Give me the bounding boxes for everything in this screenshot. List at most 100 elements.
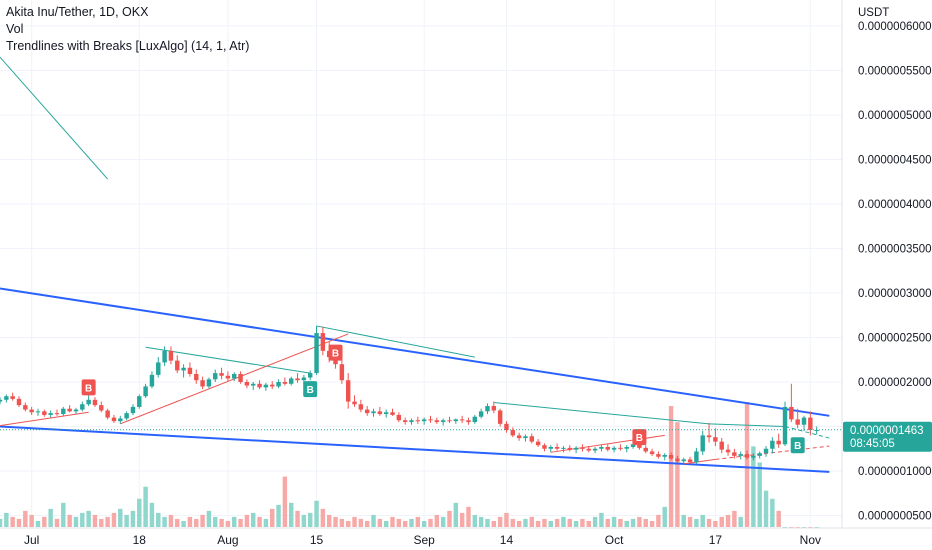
candle-body[interactable] [491,406,497,411]
candle-body[interactable] [61,408,66,415]
candle-body[interactable] [706,435,712,438]
candle-body[interactable] [73,409,79,412]
candle-body[interactable] [251,383,256,386]
candle-body[interactable] [554,446,560,449]
candle-body[interactable] [168,350,174,361]
candle-body[interactable] [510,430,516,436]
candle-body[interactable] [687,459,693,463]
candle-body[interactable] [763,448,769,454]
candle-body[interactable] [428,419,433,421]
last-price-tag[interactable]: 0.0000001463 08:45:05 [843,421,932,452]
candle-body[interactable] [624,446,629,449]
candle-body[interactable] [409,420,414,423]
candle-body[interactable] [67,408,72,412]
candle-body[interactable] [694,451,699,463]
candle-body[interactable] [10,396,15,399]
candle-body[interactable] [434,420,440,423]
candle-body[interactable] [573,447,579,450]
candle-body[interactable] [599,446,604,449]
candle-body[interactable] [611,447,617,450]
break-label-down[interactable]: B [328,344,343,361]
candle-body[interactable] [795,419,800,425]
candle-body[interactable] [358,404,364,410]
trend-segment[interactable] [316,325,475,358]
candle-body[interactable] [124,413,129,419]
candle-body[interactable] [105,410,110,418]
candle-body[interactable] [219,373,224,376]
candle-body[interactable] [466,420,471,423]
candle-body[interactable] [314,333,319,374]
candle-body[interactable] [383,412,389,415]
candle-body[interactable] [402,420,408,423]
candle-body[interactable] [86,399,91,405]
candle-body[interactable] [29,409,34,413]
candle-body[interactable] [162,350,167,363]
candle-body[interactable] [137,396,142,407]
candle-body[interactable] [320,333,326,351]
candle-body[interactable] [447,420,452,422]
candle-body[interactable] [42,411,47,415]
candle-body[interactable] [238,373,243,382]
candle-body[interactable] [377,411,383,415]
candle-body[interactable] [485,406,490,412]
candle-body[interactable] [200,380,205,387]
candle-body[interactable] [54,413,60,415]
trend-segment[interactable] [683,458,716,465]
candle-body[interactable] [181,367,186,371]
candle-body[interactable] [478,411,484,417]
trend-segment[interactable] [0,56,108,180]
candle-body[interactable] [396,414,402,421]
candle-body[interactable] [194,373,199,381]
candle-body[interactable] [99,405,104,411]
candle-body[interactable] [453,419,459,422]
candle-body[interactable] [35,411,41,413]
candle-body[interactable] [289,378,294,384]
candle-body[interactable] [459,419,465,421]
candle-body[interactable] [270,384,275,387]
candle-body[interactable] [187,367,193,374]
candle-body[interactable] [295,378,300,381]
candle-body[interactable] [497,410,503,424]
trend-segment[interactable] [709,423,786,427]
trend-projection[interactable] [784,426,830,439]
symbol-title[interactable]: Akita Inu/Tether, 1D, OKX [6,5,149,19]
candle-body[interactable] [529,436,535,442]
candle-body[interactable] [744,454,750,458]
candle-body[interactable] [681,459,686,462]
indicator-legend[interactable]: Trendlines with Breaks [LuxAlgo] (14, 1,… [6,39,250,53]
candle-body[interactable] [175,360,180,371]
candle-body[interactable] [592,448,598,451]
candle-body[interactable] [257,383,262,388]
trend-segment[interactable] [493,401,710,425]
candle-body[interactable] [118,418,123,422]
candle-body[interactable] [232,373,237,379]
break-label-up[interactable]: B [303,381,318,398]
candle-body[interactable] [371,411,376,414]
candle-body[interactable] [339,364,345,381]
candle-body[interactable] [801,417,807,425]
candle-body[interactable] [719,441,724,450]
break-label-down[interactable]: B [81,379,96,396]
candle-body[interactable] [307,373,313,378]
candle-body[interactable] [0,399,3,402]
candle-body[interactable] [301,377,307,381]
candle-body[interactable] [345,380,351,402]
candle-body[interactable] [352,401,357,405]
candle-body[interactable] [542,445,547,449]
candle-body[interactable] [421,419,427,422]
candle-body[interactable] [276,382,281,387]
candle-body[interactable] [586,448,591,451]
candle-body[interactable] [282,382,288,384]
candle-body[interactable] [700,435,705,452]
candle-body[interactable] [4,396,9,400]
channel-upper-line[interactable] [0,287,830,417]
candle-body[interactable] [415,420,421,422]
candle-body[interactable] [263,384,269,388]
candle-body[interactable] [675,458,680,462]
candle-body[interactable] [504,423,509,431]
volume-legend[interactable]: Vol [6,22,24,36]
candle-body[interactable] [668,454,674,459]
candle-body[interactable] [80,404,85,410]
candle-body[interactable] [561,447,566,449]
